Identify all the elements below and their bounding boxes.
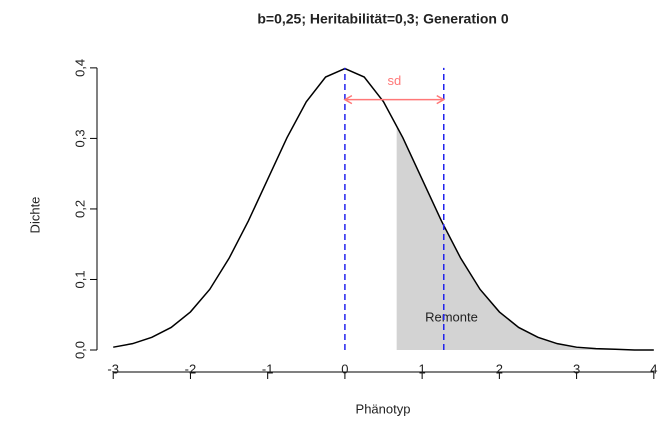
y-tick-label: 0,1 xyxy=(72,270,87,288)
x-tick-label: 2 xyxy=(496,361,503,376)
x-axis-label: Phänotyp xyxy=(356,401,411,416)
shaded-area xyxy=(396,125,654,351)
x-tick-label: -2 xyxy=(185,361,197,376)
x-tick-label: 4 xyxy=(650,361,657,376)
y-tick-label: 0,3 xyxy=(72,129,87,147)
chart-title: b=0,25; Heritabilität=0,3; Generation 0 xyxy=(257,11,509,27)
x-tick-label: -1 xyxy=(262,361,274,376)
sd-label: sd xyxy=(387,73,401,88)
density-curve xyxy=(113,67,654,351)
y-tick-label: 0,0 xyxy=(72,341,87,359)
arrow-head xyxy=(343,94,446,105)
y-tick-label: 0,2 xyxy=(72,200,87,218)
x-tick-label: -3 xyxy=(107,361,119,376)
area-label: Remonte xyxy=(425,310,478,325)
x-tick-label: 1 xyxy=(419,361,426,376)
x-tick-label: 0 xyxy=(341,361,348,376)
y-tick-label: 0,4 xyxy=(72,59,87,77)
y-axis-label: Dichte xyxy=(27,197,42,234)
x-tick-label: 3 xyxy=(573,361,580,376)
